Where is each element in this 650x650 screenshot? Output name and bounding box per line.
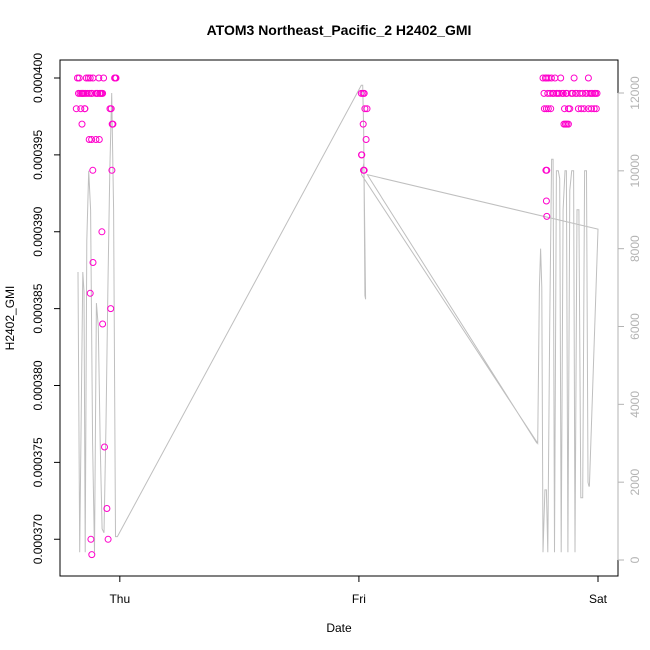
data-point	[564, 120, 572, 128]
x-axis: Thu Fri Sat	[109, 575, 608, 606]
y-axis-label: H2402_GMI	[3, 286, 17, 351]
data-point	[94, 89, 102, 97]
data-point	[103, 505, 111, 512]
data-point	[555, 89, 563, 97]
y2-tick-label: 12000	[628, 76, 642, 110]
altitude-layer	[77, 84, 599, 553]
y2-tick-label: 0	[628, 556, 642, 563]
data-point	[108, 166, 116, 174]
data-point	[544, 105, 552, 113]
y-tick-label: 0.000395	[31, 130, 45, 180]
data-point	[82, 74, 90, 82]
data-point	[580, 105, 588, 113]
data-point	[584, 105, 592, 113]
data-point	[95, 136, 103, 143]
data-point	[362, 136, 370, 143]
data-point	[99, 89, 107, 97]
data-point	[88, 551, 96, 559]
x-tick-label: Fri	[352, 592, 366, 606]
data-point	[590, 89, 598, 97]
data-point	[100, 74, 108, 82]
data-point	[84, 74, 92, 82]
data-point	[569, 89, 577, 97]
data-point	[101, 443, 108, 451]
data-point	[95, 74, 103, 82]
data-point	[584, 74, 592, 82]
data-point	[547, 74, 555, 82]
data-point	[361, 105, 369, 113]
data-point	[559, 89, 567, 97]
data-point	[88, 136, 96, 143]
data-point	[543, 212, 551, 220]
x-axis-label: Date	[326, 621, 352, 635]
data-point	[85, 136, 93, 143]
y2-tick-label: 6000	[628, 313, 642, 340]
data-point	[83, 89, 91, 97]
y-tick-label: 0.000390	[31, 206, 45, 256]
data-point	[99, 320, 107, 328]
data-point	[579, 89, 587, 97]
y2-tick-label: 8000	[628, 235, 642, 262]
data-point	[87, 535, 95, 543]
data-point	[98, 228, 106, 236]
data-point	[557, 74, 565, 82]
points-layer	[72, 74, 601, 559]
data-point	[358, 151, 366, 159]
data-point	[86, 74, 94, 82]
data-point	[570, 74, 578, 82]
data-point	[588, 105, 595, 113]
data-point	[75, 74, 83, 82]
chart-title: ATOM3 Northeast_Pacific_2 H2402_GMI	[207, 22, 472, 38]
data-point	[543, 74, 551, 82]
y2-tick-label: 10000	[628, 154, 642, 188]
y-tick-label: 0.000400	[31, 53, 45, 103]
data-point	[547, 105, 555, 113]
data-point	[593, 89, 601, 97]
data-point	[577, 105, 585, 113]
data-point	[363, 105, 371, 113]
y-axis-right: 0 2000 4000 6000 8000 10000 12000	[617, 76, 642, 563]
data-point	[89, 259, 97, 266]
x-tick-label: Sat	[589, 592, 608, 606]
data-point	[78, 120, 86, 128]
data-point	[112, 74, 120, 82]
data-point	[543, 166, 551, 174]
x-tick-label: Thu	[109, 592, 130, 606]
data-point	[86, 289, 94, 297]
data-point	[77, 105, 85, 113]
data-point	[561, 105, 568, 113]
y-axis-left: 0.000370 0.000375 0.000380 0.000385 0.000390…	[31, 53, 61, 564]
y-tick-label: 0.000385	[31, 283, 45, 333]
data-point	[104, 535, 112, 543]
y-tick-label: 0.000375	[31, 437, 45, 487]
data-point	[566, 105, 574, 113]
data-point	[92, 136, 100, 143]
data-point	[592, 105, 600, 113]
y2-tick-label: 2000	[628, 468, 642, 495]
y2-tick-label: 4000	[628, 391, 642, 418]
y-tick-label: 0.000380	[31, 360, 45, 410]
altitude-line	[77, 84, 599, 553]
data-point	[85, 89, 93, 97]
data-point	[542, 105, 550, 113]
data-point	[359, 120, 367, 128]
data-point	[107, 305, 115, 313]
data-point	[81, 105, 89, 113]
data-point	[109, 120, 117, 128]
data-point	[542, 197, 550, 205]
data-point	[107, 105, 115, 113]
y-tick-label: 0.000370	[31, 514, 45, 564]
data-point	[360, 166, 368, 174]
data-point	[89, 166, 97, 174]
data-point	[72, 105, 80, 113]
data-point	[360, 89, 368, 97]
